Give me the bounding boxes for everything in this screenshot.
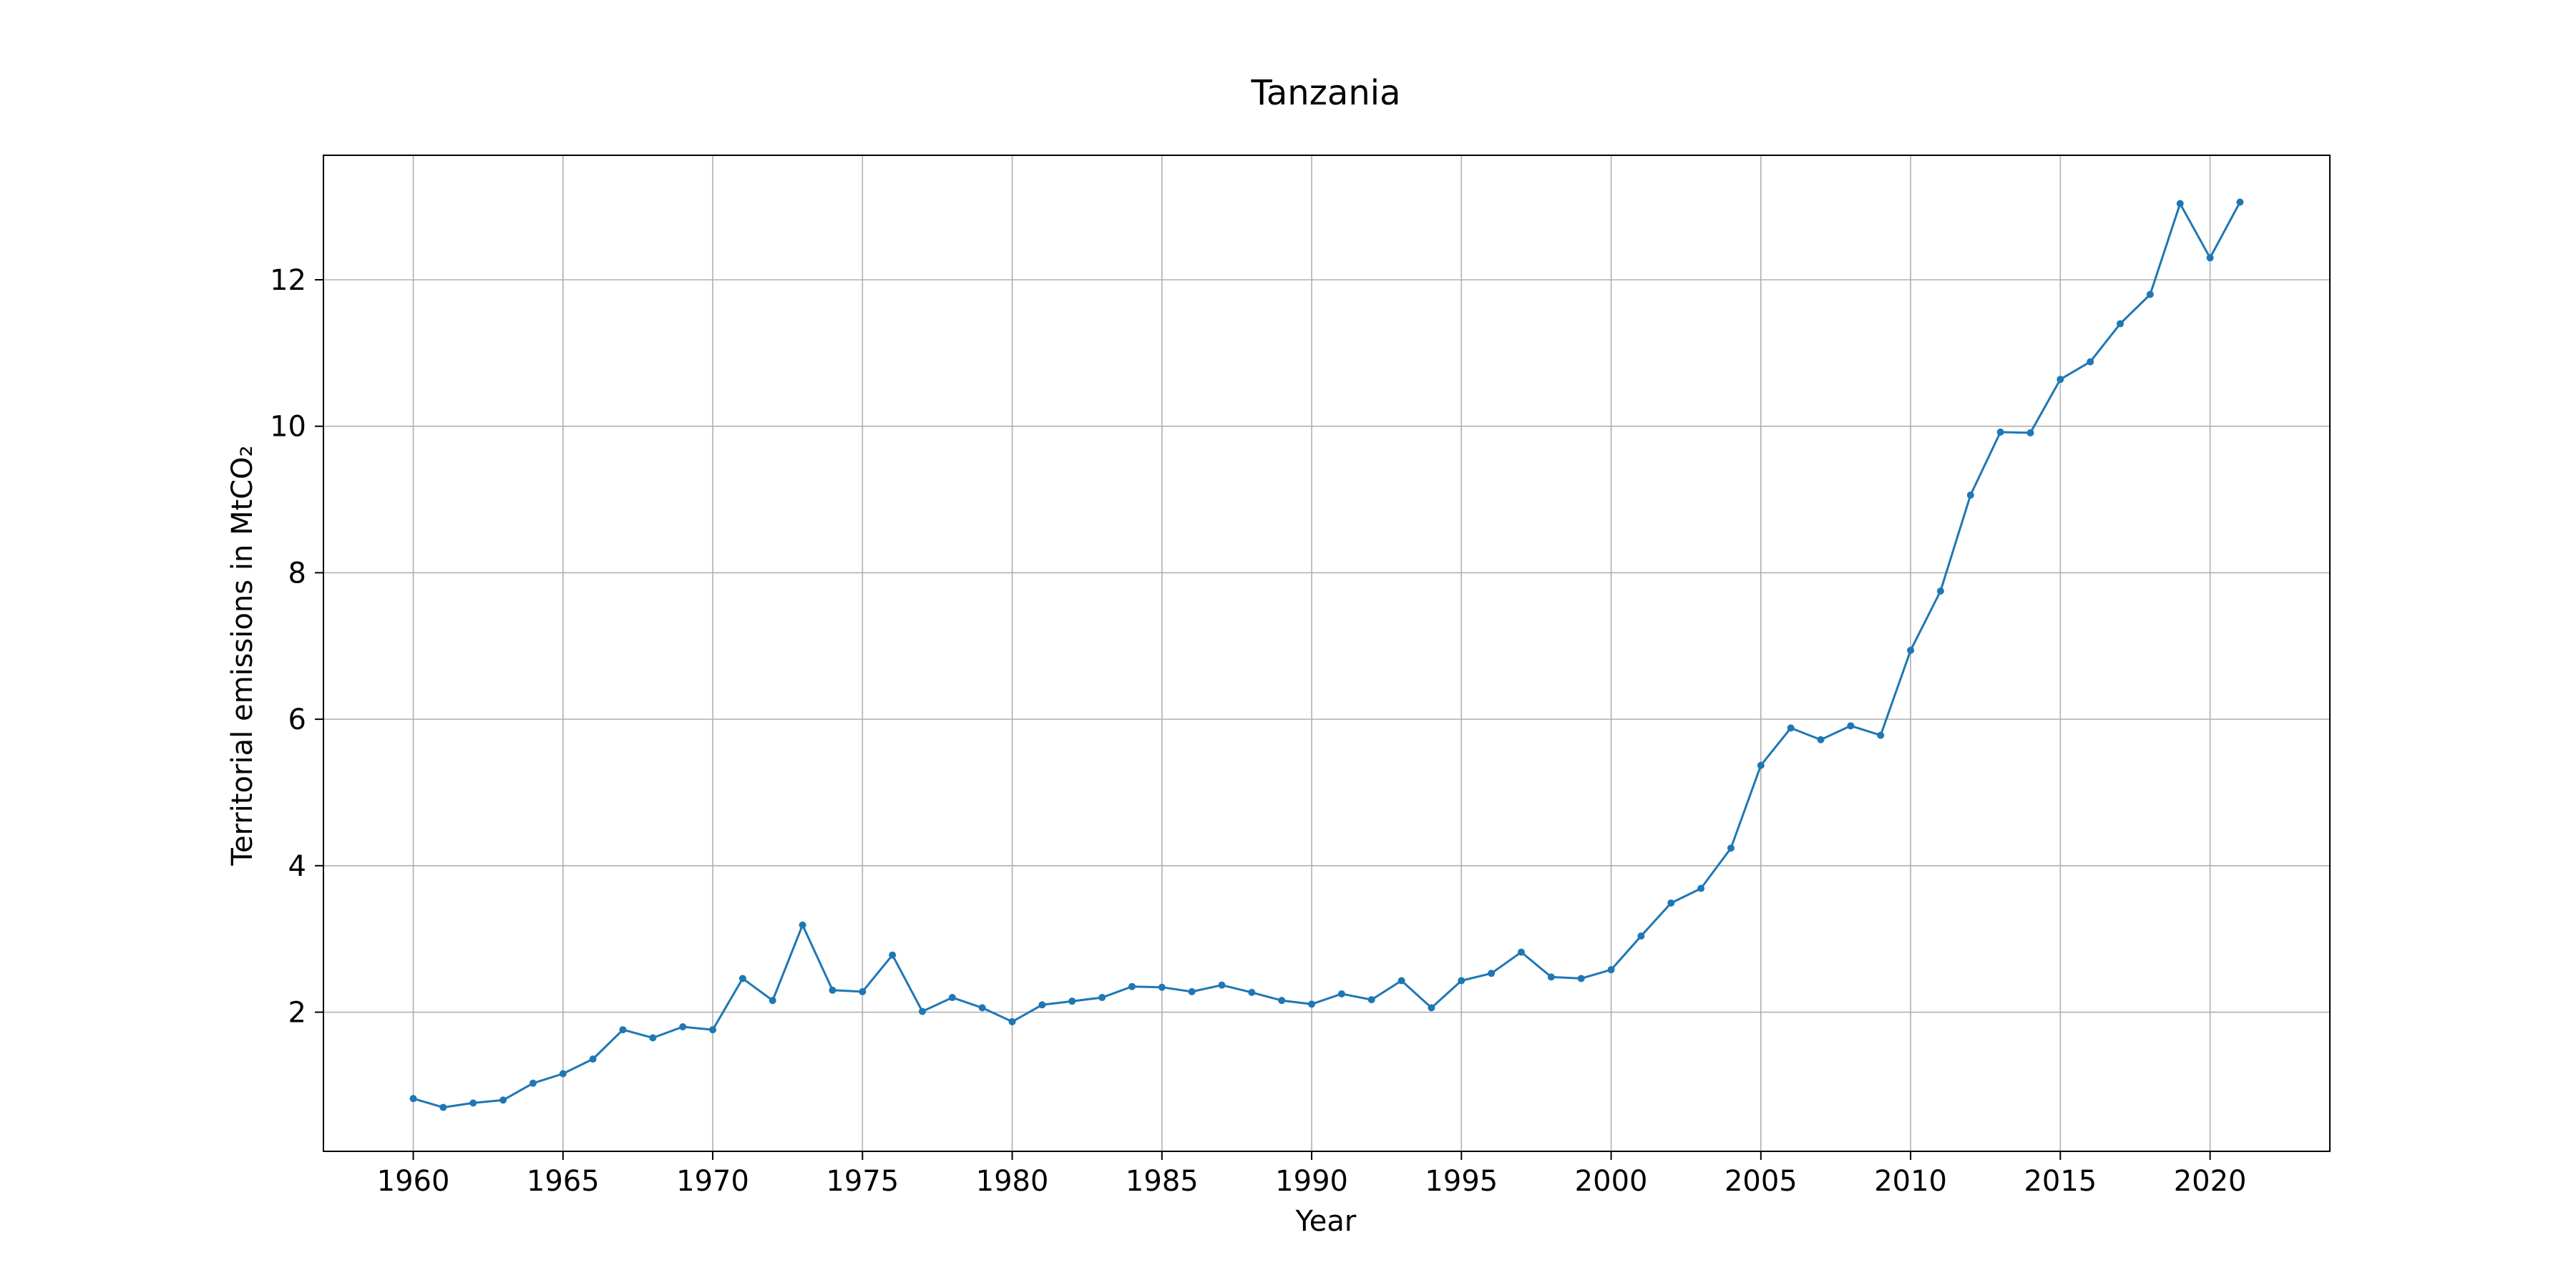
data-point xyxy=(1218,981,1226,989)
x-tick-label: 2015 xyxy=(2024,1165,2097,1198)
y-tick-label: 12 xyxy=(270,264,306,297)
y-axis-ticks: 2 4 6 8 10 12 xyxy=(270,264,323,1030)
data-point xyxy=(2206,254,2214,262)
data-point xyxy=(679,1023,687,1030)
data-point xyxy=(1966,491,1974,499)
data-point xyxy=(1518,948,1526,956)
data-point xyxy=(589,1055,597,1063)
data-point xyxy=(889,951,897,959)
data-point xyxy=(2117,320,2124,328)
data-point xyxy=(2146,291,2154,298)
data-point xyxy=(1877,731,1885,739)
data-point xyxy=(529,1079,537,1087)
y-tick-label: 2 xyxy=(288,997,306,1030)
y-tick-label: 4 xyxy=(288,850,306,883)
data-point xyxy=(1817,736,1825,743)
data-point xyxy=(829,986,836,994)
data-point xyxy=(1697,884,1705,892)
x-axis-ticks: 1960 1965 1970 1975 1980 1985 1990 1995 2000 2005… xyxy=(377,1151,2247,1198)
chart-title: Tanzania xyxy=(1251,73,1401,113)
data-point xyxy=(439,1103,447,1111)
data-point xyxy=(1248,988,1256,996)
data-point xyxy=(499,1096,507,1104)
data-point xyxy=(1907,646,1915,654)
data-point xyxy=(919,1008,927,1015)
data-point xyxy=(2236,198,2244,206)
x-tick-label: 1985 xyxy=(1126,1165,1199,1198)
data-point xyxy=(1098,994,1106,1002)
x-tick-label: 1975 xyxy=(826,1165,899,1198)
series-layer xyxy=(409,198,2244,1111)
grid-lines xyxy=(323,155,2330,1151)
data-point xyxy=(1577,975,1585,982)
x-tick-label: 1995 xyxy=(1425,1165,1498,1198)
data-point xyxy=(2087,358,2094,366)
data-point xyxy=(709,1026,717,1034)
y-tick-label: 10 xyxy=(270,411,306,444)
data-point xyxy=(559,1070,567,1078)
x-tick-label: 2000 xyxy=(1575,1165,1648,1198)
data-point xyxy=(409,1095,417,1103)
data-point xyxy=(2176,200,2184,208)
data-point xyxy=(1428,1004,1435,1012)
data-point xyxy=(859,987,867,995)
data-point xyxy=(1397,977,1405,985)
plot-frame xyxy=(323,155,2331,1152)
data-point xyxy=(1337,990,1345,997)
data-point xyxy=(619,1026,627,1034)
data-point xyxy=(769,997,776,1005)
data-point xyxy=(1188,987,1196,995)
data-point xyxy=(1367,996,1375,1004)
data-point xyxy=(978,1004,986,1012)
x-tick-label: 2005 xyxy=(1724,1165,1797,1198)
y-tick-label: 6 xyxy=(288,703,306,736)
data-point xyxy=(1458,977,1465,985)
x-tick-label: 1965 xyxy=(527,1165,600,1198)
data-point xyxy=(1547,973,1555,981)
data-point xyxy=(1637,932,1645,940)
data-point xyxy=(1038,1001,1046,1009)
data-point xyxy=(1757,761,1765,769)
x-tick-label: 1980 xyxy=(976,1165,1049,1198)
data-point xyxy=(1727,844,1735,852)
data-point xyxy=(1996,428,2004,436)
data-point xyxy=(1128,982,1136,990)
data-point xyxy=(469,1099,477,1107)
x-tick-label: 2010 xyxy=(1874,1165,1947,1198)
data-point xyxy=(738,975,746,982)
data-point xyxy=(2057,376,2064,384)
x-tick-label: 2020 xyxy=(2174,1165,2247,1198)
data-point xyxy=(799,921,806,929)
data-point xyxy=(1787,724,1795,732)
data-point xyxy=(1158,983,1166,991)
data-point xyxy=(1607,966,1615,974)
data-point xyxy=(649,1034,657,1042)
y-tick-label: 8 xyxy=(288,557,306,590)
data-point xyxy=(1847,722,1855,730)
data-point xyxy=(1068,997,1076,1005)
y-axis-title: Territorial emissions in MtCO₂ xyxy=(226,445,259,866)
series-line xyxy=(413,201,2241,1109)
data-point xyxy=(1936,587,1944,595)
x-tick-label: 1960 xyxy=(377,1165,450,1198)
x-tick-label: 1990 xyxy=(1275,1165,1348,1198)
x-axis-title: Year xyxy=(1295,1205,1357,1238)
data-point xyxy=(2026,429,2034,436)
data-point xyxy=(1278,997,1286,1005)
x-tick-label: 1970 xyxy=(676,1165,749,1198)
data-point xyxy=(1667,899,1675,907)
data-point xyxy=(948,994,956,1002)
data-point xyxy=(1008,1018,1016,1025)
data-point xyxy=(1308,1000,1316,1008)
data-point xyxy=(1488,970,1496,977)
